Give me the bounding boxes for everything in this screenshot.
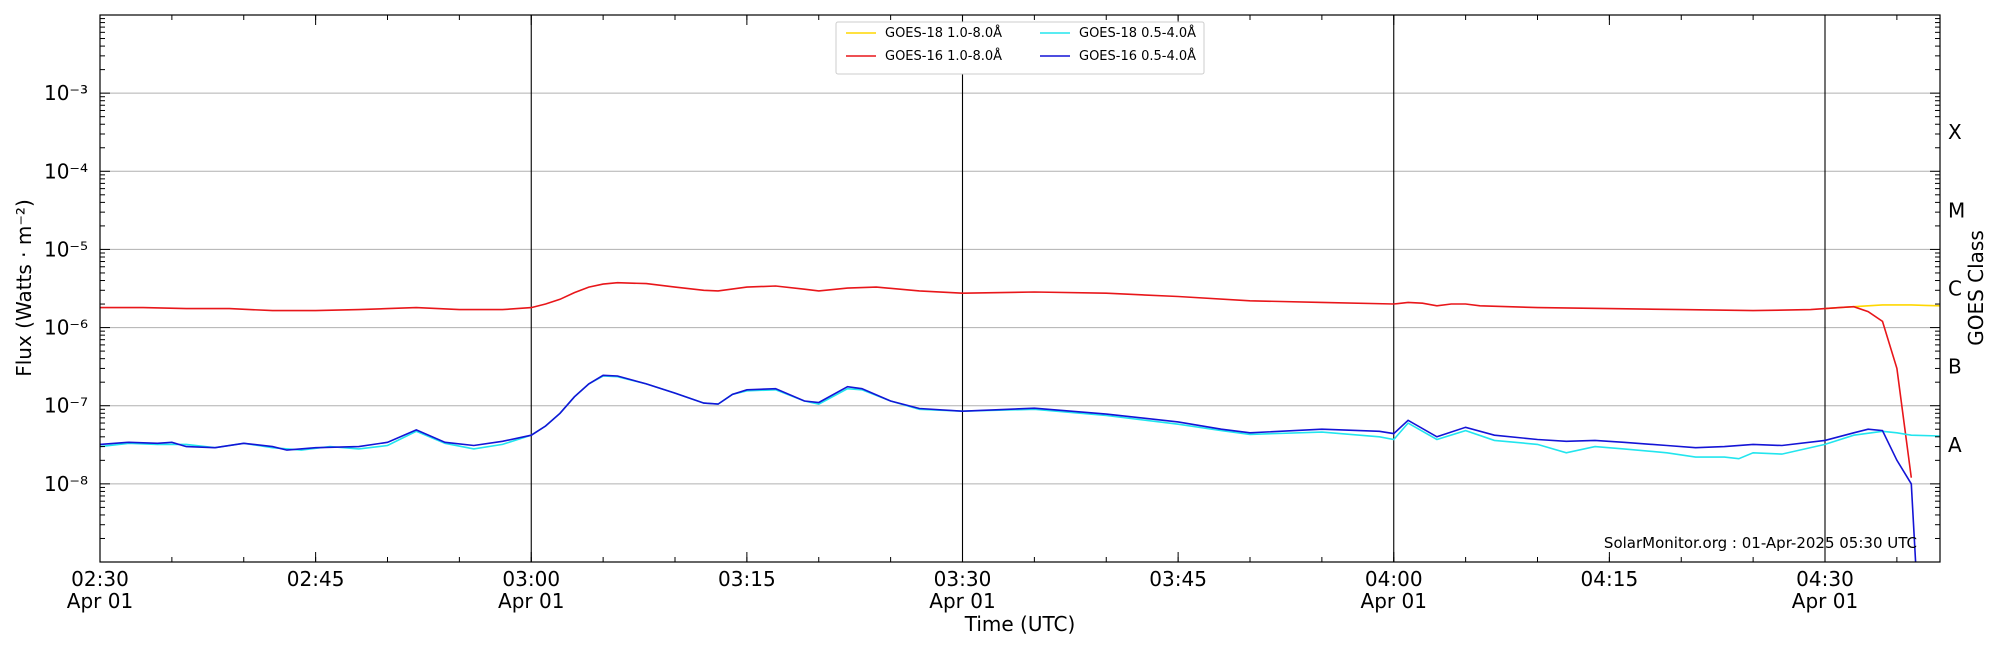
- series-line: [100, 374, 1917, 562]
- legend-label: GOES-18 0.5-4.0Å: [1079, 25, 1196, 41]
- x-axis-title: Time (UTC): [964, 612, 1076, 636]
- legend-label: GOES-16 1.0-8.0Å: [885, 48, 1002, 64]
- series-line: [100, 281, 1913, 478]
- y-axis-title: Flux (Watts · m⁻²): [12, 199, 36, 377]
- grid-lines: [100, 92, 1940, 485]
- goes-class-label: A: [1948, 433, 1962, 457]
- x-tick-label: 02:30: [71, 567, 129, 591]
- x-tick-label: 03:45: [1149, 567, 1207, 591]
- y-tick-label: 10⁻⁷: [44, 394, 88, 418]
- y-tick-label: 10⁻³: [44, 81, 88, 105]
- x-tick-label: 04:00: [1365, 567, 1423, 591]
- y-tick-label: 10⁻⁵: [44, 237, 88, 261]
- x-tick-label: 04:15: [1581, 567, 1639, 591]
- legend-label: GOES-18 1.0-8.0Å: [885, 25, 1002, 41]
- y-tick-label: 10⁻⁴: [44, 159, 88, 183]
- x-tick-date-label: Apr 01: [1361, 589, 1427, 613]
- legend-label: GOES-16 0.5-4.0Å: [1079, 48, 1196, 64]
- goes-class-labels: A B C M X: [1948, 120, 1965, 457]
- right-axis-title: GOES Class: [1964, 230, 1988, 346]
- y-tick-label: 10⁻⁸: [44, 472, 88, 496]
- x-tick-label: 03:15: [718, 567, 776, 591]
- x-tick-date-label: Apr 01: [498, 589, 564, 613]
- plot-area-frame: [99, 14, 1941, 563]
- x-tick-label: 04:30: [1796, 567, 1854, 591]
- y-tick-label: 10⁻⁶: [44, 316, 88, 340]
- legend-box: [835, 21, 1205, 75]
- x-tick-label: 03:00: [502, 567, 560, 591]
- series-line: [100, 375, 1940, 460]
- x-tick-label: 03:30: [934, 567, 992, 591]
- x-tick-date-label: Apr 01: [1792, 589, 1858, 613]
- goes-class-label: B: [1948, 355, 1962, 379]
- series-lines: [100, 281, 1940, 562]
- goes-class-label: C: [1948, 277, 1962, 301]
- axis-ticks: [99, 15, 1940, 563]
- goes-class-label: X: [1948, 120, 1962, 144]
- credit-text: SolarMonitor.org : 01-Apr-2025 05:30 UTC: [1604, 534, 1917, 552]
- vertical-time-lines: [530, 15, 1826, 562]
- legend: GOES-18 1.0-8.0Å GOES-16 1.0-8.0Å GOES-18 …: [835, 21, 1205, 75]
- x-tick-label: 02:45: [287, 567, 345, 591]
- goes-class-label: M: [1948, 198, 1965, 222]
- x-tick-date-label: Apr 01: [929, 589, 995, 613]
- x-tick-date-label: Apr 01: [67, 589, 133, 613]
